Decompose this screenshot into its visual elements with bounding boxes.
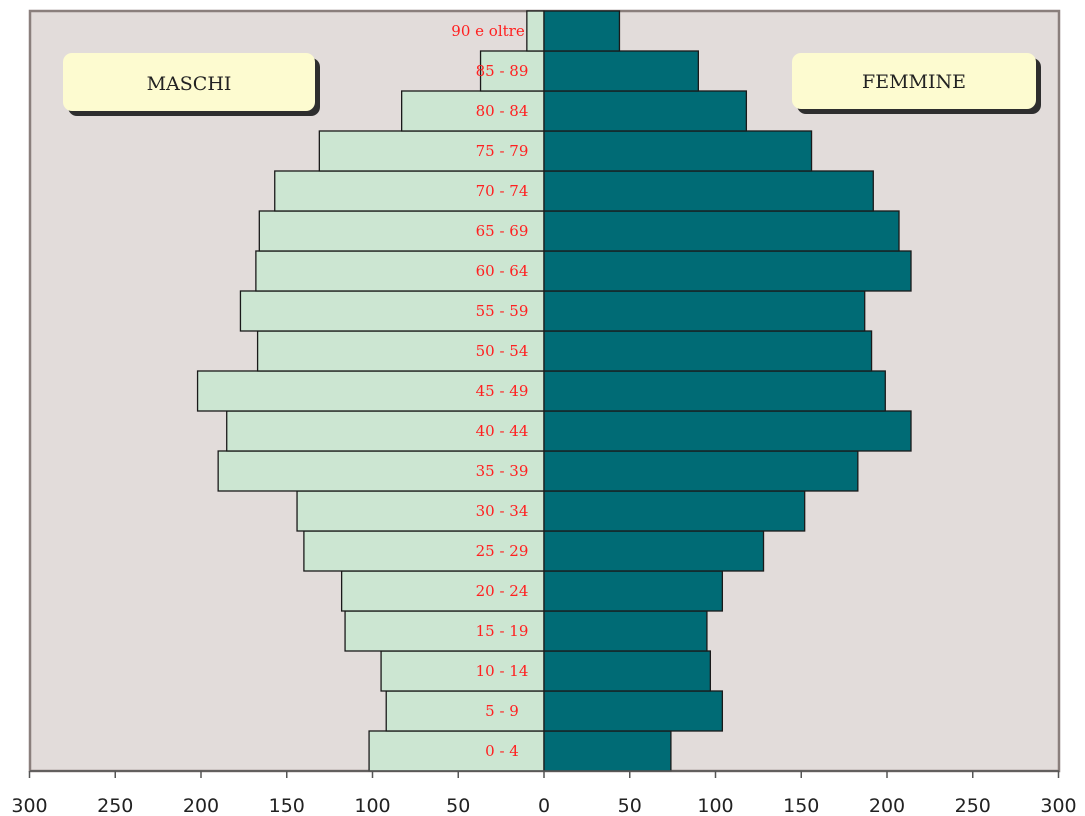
x-tick-label: 250 xyxy=(955,795,991,816)
x-tick-label: 300 xyxy=(11,795,47,816)
x-tick-label: 300 xyxy=(1040,795,1076,816)
age-label-85-89: 85 - 89 xyxy=(476,62,529,80)
legend-maschi-box xyxy=(63,53,315,111)
x-tick-label: 100 xyxy=(697,795,733,816)
bar-maschi-20-24 xyxy=(340,570,545,612)
bar-femmine-10-14 xyxy=(543,650,712,692)
legend-maschi-label: MASCHI xyxy=(147,73,232,95)
bar-maschi-80-84 xyxy=(401,90,545,132)
bar-maschi-25-29 xyxy=(303,530,545,572)
bar-maschi-30-34 xyxy=(296,490,545,532)
age-label-35-39: 35 - 39 xyxy=(476,462,529,480)
age-label-50-54: 50 - 54 xyxy=(476,342,529,360)
age-label-60-64: 60 - 64 xyxy=(476,262,529,280)
bar-femmine-60-64 xyxy=(543,250,912,292)
x-tick-label: 200 xyxy=(183,795,219,816)
bar-femmine-5-9 xyxy=(543,690,724,732)
age-label-90eoltre: 90 e oltre xyxy=(451,22,525,40)
x-axis: 300 250 200 150 100 50 0 50 100 150 200 250 300 xyxy=(11,770,1077,816)
x-tick-label: 50 xyxy=(618,795,642,816)
bar-maschi-55-59 xyxy=(239,290,545,332)
x-tick-label: 150 xyxy=(783,795,819,816)
bar-femmine-55-59 xyxy=(543,290,866,332)
bar-femmine-25-29 xyxy=(543,530,765,572)
age-label-15-19: 15 - 19 xyxy=(476,622,529,640)
x-tick-label: 200 xyxy=(869,795,905,816)
age-label-45-49: 45 - 49 xyxy=(476,382,529,400)
age-group-labels: 0 - 4 5 - 9 10 - 14 15 - 19 20 - 24 25 - 29 30… xyxy=(451,22,528,760)
bar-maschi-0-4 xyxy=(368,730,545,772)
bar-femmine-70-74 xyxy=(543,170,874,212)
bar-femmine-0-4 xyxy=(543,730,672,772)
legend-femmine-box xyxy=(792,53,1036,109)
x-tick-label: 0 xyxy=(538,795,550,816)
bar-femmine-20-24 xyxy=(543,570,724,612)
age-label-65-69: 65 - 69 xyxy=(476,222,529,240)
legend-maschi: MASCHI xyxy=(63,53,320,116)
bar-maschi-5-9 xyxy=(385,690,545,732)
age-label-5-9: 5 - 9 xyxy=(485,702,519,720)
male-bars xyxy=(196,10,545,772)
bar-femmine-65-69 xyxy=(543,210,900,252)
age-label-30-34: 30 - 34 xyxy=(476,502,529,520)
age-label-40-44: 40 - 44 xyxy=(476,422,529,440)
x-tick-label: 100 xyxy=(354,795,390,816)
bar-femmine-45-49 xyxy=(543,370,886,412)
bar-femmine-75-79 xyxy=(543,130,813,172)
bar-femmine-30-34 xyxy=(543,490,806,532)
age-label-10-14: 10 - 14 xyxy=(476,662,529,680)
bar-femmine-90eoltre xyxy=(543,10,621,52)
bar-maschi-85-89 xyxy=(479,50,545,92)
bar-maschi-90eoltre xyxy=(526,10,545,52)
bar-maschi-70-74 xyxy=(274,170,545,212)
bar-femmine-40-44 xyxy=(543,410,912,452)
x-tick-label: 150 xyxy=(269,795,305,816)
legend-femmine: FEMMINE xyxy=(792,53,1041,114)
bar-maschi-75-79 xyxy=(318,130,545,172)
female-bars xyxy=(543,10,912,772)
age-label-55-59: 55 - 59 xyxy=(476,302,529,320)
bar-femmine-35-39 xyxy=(543,450,859,492)
age-label-80-84: 80 - 84 xyxy=(476,102,529,120)
age-label-25-29: 25 - 29 xyxy=(476,542,529,560)
bar-maschi-15-19 xyxy=(344,610,545,652)
age-label-20-24: 20 - 24 xyxy=(476,582,529,600)
x-tick-label: 250 xyxy=(97,795,133,816)
x-tick-label: 50 xyxy=(446,795,470,816)
bar-femmine-15-19 xyxy=(543,610,708,652)
bar-maschi-50-54 xyxy=(256,330,545,372)
legend-femmine-label: FEMMINE xyxy=(862,71,966,93)
age-label-75-79: 75 - 79 xyxy=(476,142,529,160)
age-label-0-4: 0 - 4 xyxy=(485,742,519,760)
bar-femmine-80-84 xyxy=(543,90,748,132)
bar-femmine-85-89 xyxy=(543,50,700,92)
bar-maschi-40-44 xyxy=(226,410,545,452)
bar-maschi-35-39 xyxy=(217,450,545,492)
age-label-70-74: 70 - 74 xyxy=(476,182,529,200)
bar-femmine-50-54 xyxy=(543,330,873,372)
